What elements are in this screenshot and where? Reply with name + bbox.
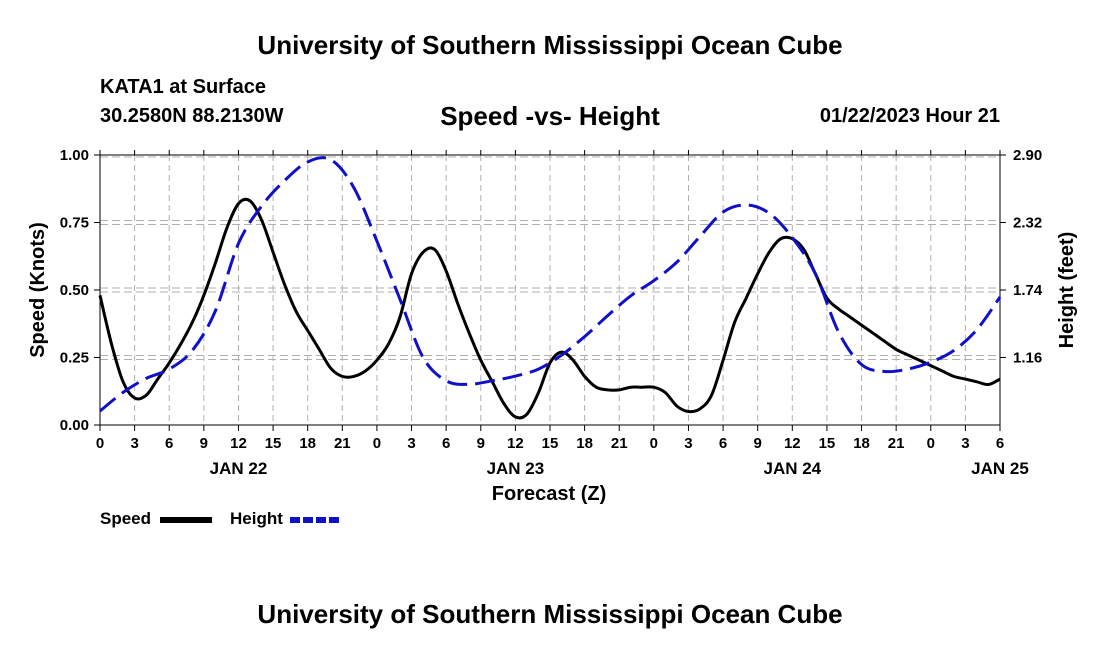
x-tick-label: 9 <box>477 435 485 452</box>
station-coordinates: 30.2580N 88.2130W <box>100 105 284 127</box>
axes: 0 3 6 9 12 15 18 21 0 3 6 9 12 15 18 21 0 3 6 9 12 15 18 21 0 3 6 J… <box>60 147 1043 478</box>
grid-lines <box>100 155 1000 425</box>
x-tick-label: 12 <box>230 435 247 452</box>
x-tick-label: 3 <box>684 435 692 452</box>
x-tick-label: 21 <box>334 435 351 452</box>
chart-title: University of Southern Mississippi Ocean… <box>257 30 843 60</box>
x-tick-label: 0 <box>650 435 658 452</box>
x-tick-label: 0 <box>927 435 935 452</box>
series-lines <box>98 156 1002 420</box>
x-tick-label: 18 <box>299 435 316 452</box>
x-tick-label: 15 <box>542 435 559 452</box>
y-tick-label: 0.25 <box>60 350 89 367</box>
speed-series-line <box>98 197 1001 420</box>
x-tick-label: 3 <box>407 435 415 452</box>
x-tick-label: 9 <box>754 435 762 452</box>
y2-tick-label: 2.32 <box>1013 215 1042 232</box>
y2-tick-label: 1.74 <box>1013 282 1043 299</box>
forecast-datetime: 01/22/2023 Hour 21 <box>819 105 1000 127</box>
x-tick-label: 3 <box>130 435 138 452</box>
x-tick-label: 15 <box>265 435 282 452</box>
y2-axis-title: Height (feet) <box>1056 232 1078 349</box>
date-label: JAN 24 <box>763 459 821 478</box>
x-tick-label: 3 <box>961 435 969 452</box>
x-axis-title: Forecast (Z) <box>492 483 606 505</box>
legend-speed-swatch <box>160 517 212 523</box>
x-tick-label: 12 <box>784 435 801 452</box>
legend-height-label: Height <box>230 509 283 528</box>
x-tick-label: 9 <box>200 435 208 452</box>
legend-speed-label: Speed <box>100 509 152 528</box>
y-tick-label: 0.50 <box>60 282 89 299</box>
x-tick-label: 21 <box>888 435 905 452</box>
y-tick-label: 0.00 <box>60 417 89 434</box>
x-tick-label: 15 <box>819 435 836 452</box>
x-tick-label: 0 <box>373 435 381 452</box>
station-name: KATA1 at Surface <box>100 76 266 98</box>
x-tick-label: 6 <box>165 435 173 452</box>
footer-title: University of Southern Mississippi Ocean… <box>257 599 843 629</box>
x-tick-label: 18 <box>853 435 870 452</box>
x-tick-label: 12 <box>507 435 524 452</box>
y-tick-label: 0.75 <box>60 215 89 232</box>
x-tick-label: 21 <box>611 435 628 452</box>
height-series-line <box>99 156 1002 413</box>
chart-subtitle: Speed -vs- Height <box>440 101 660 131</box>
x-tick-label: 6 <box>996 435 1004 452</box>
y2-tick-label: 1.16 <box>1013 350 1042 367</box>
date-label: JAN 25 <box>971 459 1029 478</box>
y-axis-title: Speed (Knots) <box>27 222 49 358</box>
legend-height-swatch <box>290 517 342 523</box>
y-tick-label: 1.00 <box>60 147 89 164</box>
x-tick-label: 6 <box>719 435 727 452</box>
y2-tick-label: 2.90 <box>1013 147 1042 164</box>
x-tick-label: 0 <box>96 435 104 452</box>
x-tick-label: 18 <box>576 435 593 452</box>
speed-height-chart: 0 3 6 9 12 15 18 21 0 3 6 9 12 15 18 21 0 3 6 9 12 15 18 21 0 3 6 J… <box>27 147 1078 505</box>
x-tick-label: 6 <box>442 435 450 452</box>
date-label: JAN 23 <box>487 459 545 478</box>
date-label: JAN 22 <box>210 459 268 478</box>
